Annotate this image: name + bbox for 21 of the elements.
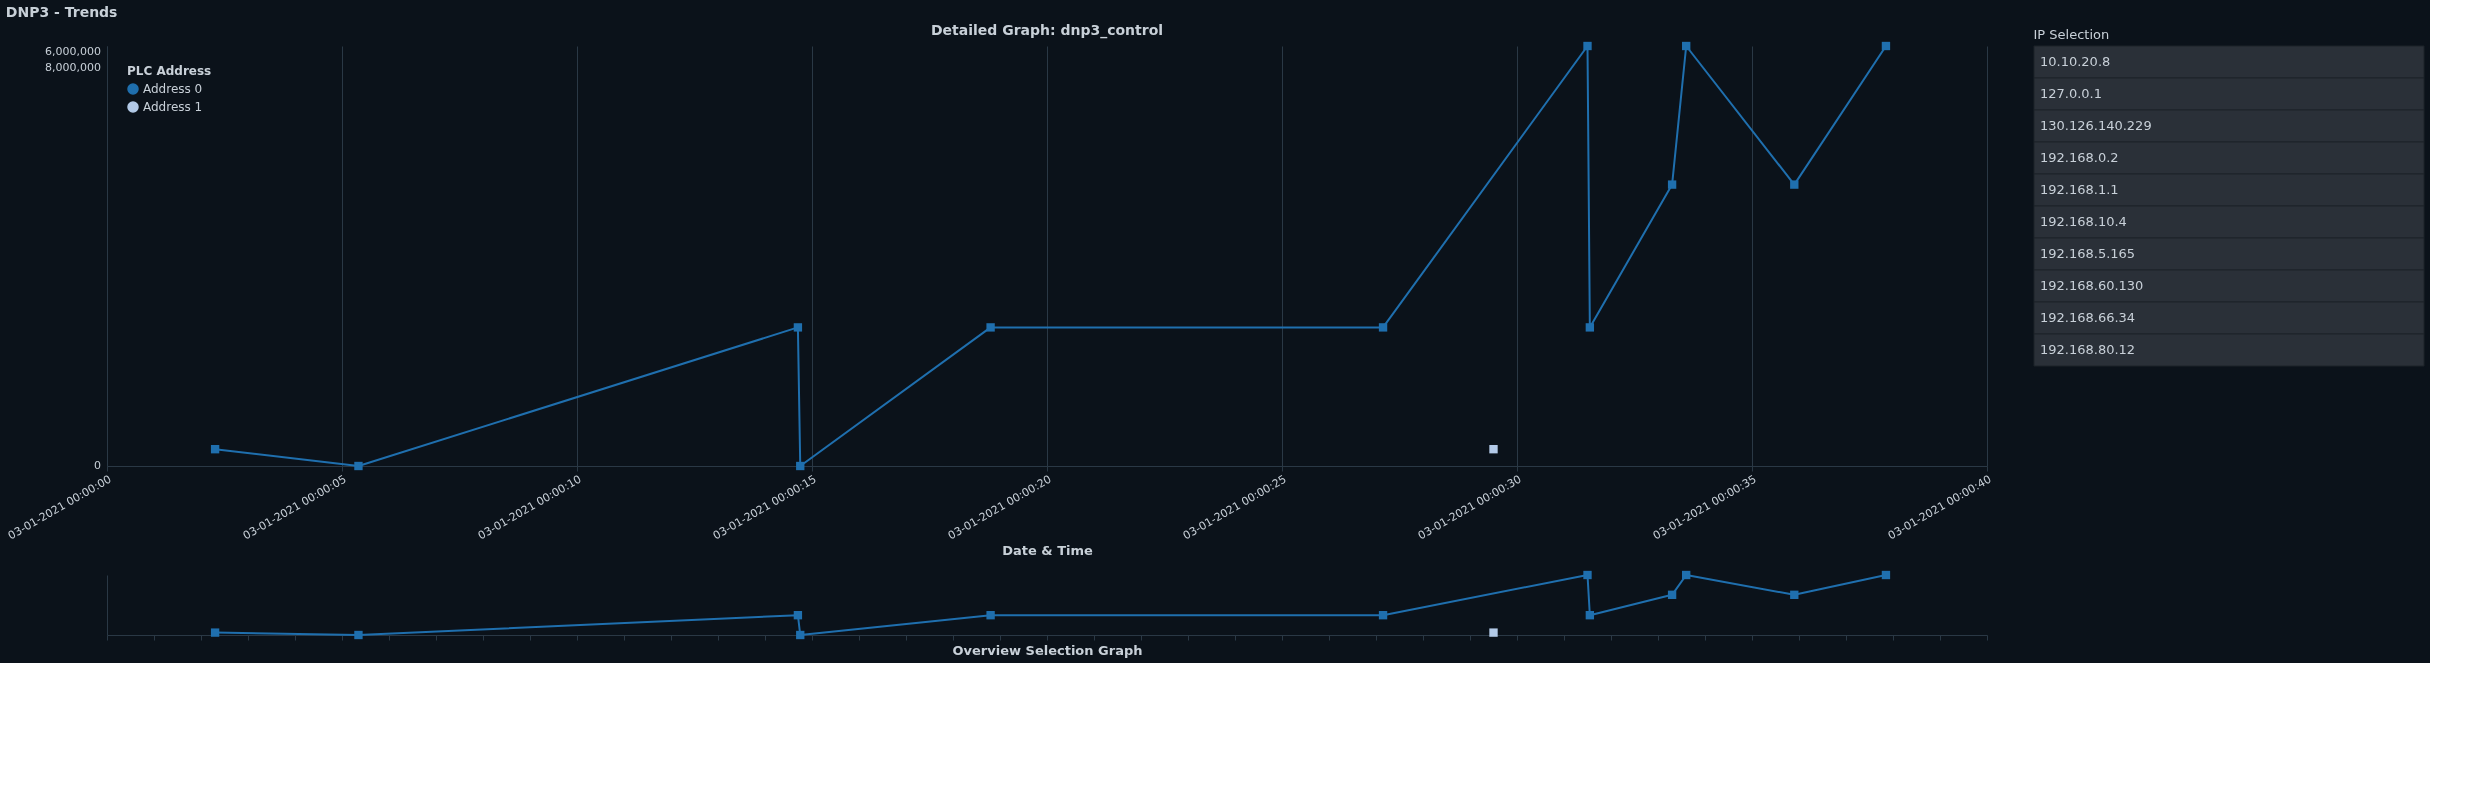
text: 192.168.5.165: [2040, 246, 2136, 261]
text: 8,000,000: [45, 61, 101, 74]
text: 192.168.10.4: [2040, 214, 2127, 229]
text: IP Selection: [2033, 26, 2110, 42]
chart-title: Detailed Graph: dnp3_control: [930, 21, 1164, 39]
text: 192.168.60.130: [2040, 278, 2144, 293]
text: 0: [94, 459, 101, 472]
text: 192.168.66.34: [2040, 310, 2136, 325]
x-axis-title: Overview Selection Graph: [952, 643, 1143, 658]
text: 130.126.140.229: [2040, 118, 2152, 133]
legend-title: PLC Address: [127, 64, 212, 78]
text: 6,000,000: [45, 45, 101, 58]
x-axis-title: Date & Time: [1002, 543, 1094, 559]
legend-label: Address 1: [143, 100, 203, 114]
text: 127.0.0.1: [2040, 86, 2103, 101]
text: DNP3 - Trends: [5, 3, 118, 20]
text: 192.168.0.2: [2040, 150, 2119, 165]
text: 192.168.80.12: [2040, 342, 2136, 357]
text: 10.10.20.8: [2040, 54, 2111, 69]
legend-label: Address 0: [143, 82, 203, 96]
text: 192.168.1.1: [2040, 182, 2119, 197]
